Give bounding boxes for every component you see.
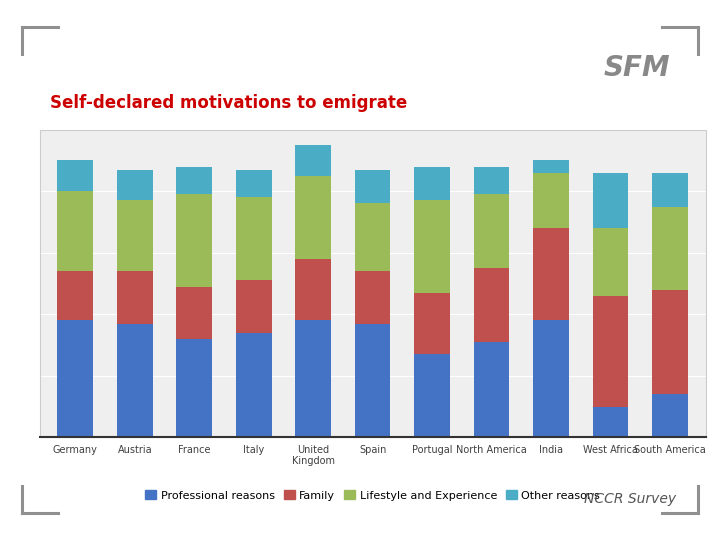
- Bar: [58, 160, 93, 191]
- Bar: [295, 145, 331, 176]
- Bar: [117, 170, 153, 200]
- Bar: [414, 166, 450, 200]
- Bar: [355, 271, 390, 323]
- Bar: [58, 320, 93, 437]
- Bar: [40, 130, 706, 437]
- Bar: [176, 194, 212, 287]
- Legend: Professional reasons, Family, Lifestyle and Experience, Other reasons: Professional reasons, Family, Lifestyle …: [140, 486, 605, 505]
- Bar: [593, 173, 629, 228]
- Bar: [414, 354, 450, 437]
- Bar: [474, 166, 509, 194]
- Bar: [236, 280, 271, 333]
- Bar: [236, 197, 271, 280]
- Bar: [236, 333, 271, 437]
- Bar: [295, 320, 331, 437]
- Bar: [593, 296, 629, 407]
- Bar: [236, 170, 271, 197]
- Bar: [355, 323, 390, 437]
- Bar: [58, 191, 93, 271]
- Bar: [414, 200, 450, 293]
- Bar: [533, 320, 569, 437]
- Bar: [474, 342, 509, 437]
- Bar: [176, 287, 212, 339]
- Bar: [533, 160, 569, 173]
- Bar: [295, 176, 331, 259]
- Text: Self-declared motivations to emigrate: Self-declared motivations to emigrate: [50, 93, 408, 112]
- Bar: [652, 173, 688, 207]
- Bar: [117, 200, 153, 271]
- Bar: [58, 271, 93, 320]
- Bar: [533, 173, 569, 228]
- Bar: [355, 204, 390, 271]
- Text: SFM: SFM: [604, 53, 670, 82]
- Bar: [295, 259, 331, 320]
- Bar: [176, 166, 212, 194]
- Bar: [652, 289, 688, 394]
- Bar: [533, 228, 569, 320]
- Bar: [355, 170, 390, 204]
- Bar: [176, 339, 212, 437]
- Bar: [474, 268, 509, 342]
- Bar: [652, 394, 688, 437]
- Text: NCCR Survey: NCCR Survey: [584, 492, 676, 507]
- Bar: [117, 271, 153, 323]
- Bar: [117, 323, 153, 437]
- Bar: [414, 293, 450, 354]
- Bar: [593, 228, 629, 296]
- Bar: [593, 407, 629, 437]
- Bar: [474, 194, 509, 268]
- Bar: [652, 207, 688, 289]
